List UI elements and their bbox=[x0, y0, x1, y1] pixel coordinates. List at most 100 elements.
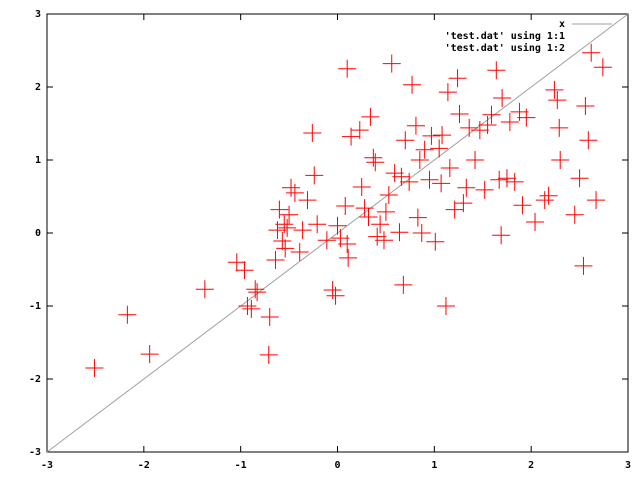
point bbox=[392, 167, 411, 186]
point bbox=[276, 239, 295, 258]
y-tick-label: -3 bbox=[29, 447, 41, 458]
point bbox=[328, 216, 347, 235]
point bbox=[454, 194, 473, 213]
point bbox=[270, 200, 289, 219]
point bbox=[548, 91, 567, 110]
point bbox=[576, 96, 595, 115]
point bbox=[478, 115, 497, 134]
point bbox=[500, 113, 519, 132]
point bbox=[338, 59, 357, 78]
point bbox=[438, 83, 457, 102]
point bbox=[426, 232, 445, 251]
point bbox=[482, 105, 501, 124]
y-tick-label: -1 bbox=[29, 301, 41, 312]
point bbox=[260, 307, 279, 326]
point bbox=[579, 131, 598, 150]
point bbox=[259, 345, 278, 364]
point bbox=[238, 297, 257, 315]
point bbox=[526, 213, 545, 232]
point bbox=[280, 205, 299, 224]
point bbox=[574, 256, 593, 275]
point bbox=[379, 186, 398, 205]
y-tick-label: 0 bbox=[35, 228, 41, 239]
point bbox=[448, 69, 467, 88]
point bbox=[517, 108, 536, 127]
y-tick-label: 2 bbox=[35, 82, 41, 93]
point bbox=[492, 226, 511, 245]
point bbox=[493, 88, 512, 107]
point bbox=[285, 183, 304, 202]
point bbox=[394, 275, 413, 294]
point bbox=[374, 231, 393, 250]
point bbox=[490, 170, 509, 189]
point bbox=[436, 297, 455, 315]
point bbox=[432, 174, 451, 193]
point bbox=[390, 223, 409, 242]
point bbox=[308, 215, 327, 234]
point bbox=[539, 186, 558, 205]
point bbox=[445, 200, 464, 219]
point bbox=[293, 221, 312, 240]
point bbox=[410, 151, 429, 169]
point bbox=[326, 286, 345, 305]
point bbox=[513, 196, 532, 215]
point bbox=[457, 178, 476, 197]
point bbox=[339, 248, 358, 267]
point bbox=[470, 121, 489, 140]
point bbox=[227, 253, 246, 272]
point bbox=[85, 359, 104, 378]
point bbox=[246, 280, 265, 299]
point bbox=[408, 208, 427, 227]
point bbox=[248, 283, 267, 302]
point bbox=[593, 58, 612, 77]
point bbox=[376, 202, 395, 221]
point bbox=[430, 139, 449, 158]
point bbox=[551, 151, 570, 169]
point bbox=[338, 234, 357, 253]
y-tick-label: -2 bbox=[29, 374, 41, 385]
point bbox=[400, 172, 419, 191]
point bbox=[582, 43, 601, 62]
point bbox=[440, 159, 459, 178]
point bbox=[361, 107, 380, 126]
point bbox=[282, 178, 301, 197]
point bbox=[570, 169, 589, 188]
x-tick-label: 1 bbox=[431, 460, 437, 471]
point bbox=[550, 118, 569, 137]
point bbox=[385, 164, 404, 183]
point bbox=[396, 131, 415, 150]
legend-label: 'test.dat' using 1:2 bbox=[445, 42, 565, 54]
point bbox=[273, 232, 292, 251]
point bbox=[235, 261, 254, 280]
point bbox=[412, 224, 431, 242]
point bbox=[278, 218, 297, 237]
point bbox=[466, 151, 485, 169]
point bbox=[505, 172, 524, 191]
point bbox=[420, 170, 439, 189]
point bbox=[242, 299, 261, 318]
point bbox=[565, 205, 584, 224]
point bbox=[303, 123, 322, 142]
point bbox=[364, 148, 383, 167]
x-tick-label: 2 bbox=[528, 460, 534, 471]
x-tick-label: -1 bbox=[235, 460, 247, 471]
point bbox=[368, 227, 387, 246]
x-tick-label: 3 bbox=[625, 460, 631, 471]
point bbox=[415, 140, 434, 159]
point bbox=[342, 127, 361, 146]
point bbox=[317, 231, 336, 250]
point bbox=[298, 191, 317, 210]
point bbox=[403, 75, 422, 94]
x-tick-label: -3 bbox=[41, 460, 53, 471]
point bbox=[355, 199, 374, 218]
x-tick-label: -2 bbox=[138, 460, 150, 471]
y-tick-label: 3 bbox=[35, 9, 41, 20]
point bbox=[371, 215, 390, 234]
point bbox=[366, 153, 385, 172]
point bbox=[118, 305, 137, 324]
point bbox=[266, 251, 285, 270]
point bbox=[275, 215, 294, 234]
legend-label: x bbox=[559, 19, 565, 30]
